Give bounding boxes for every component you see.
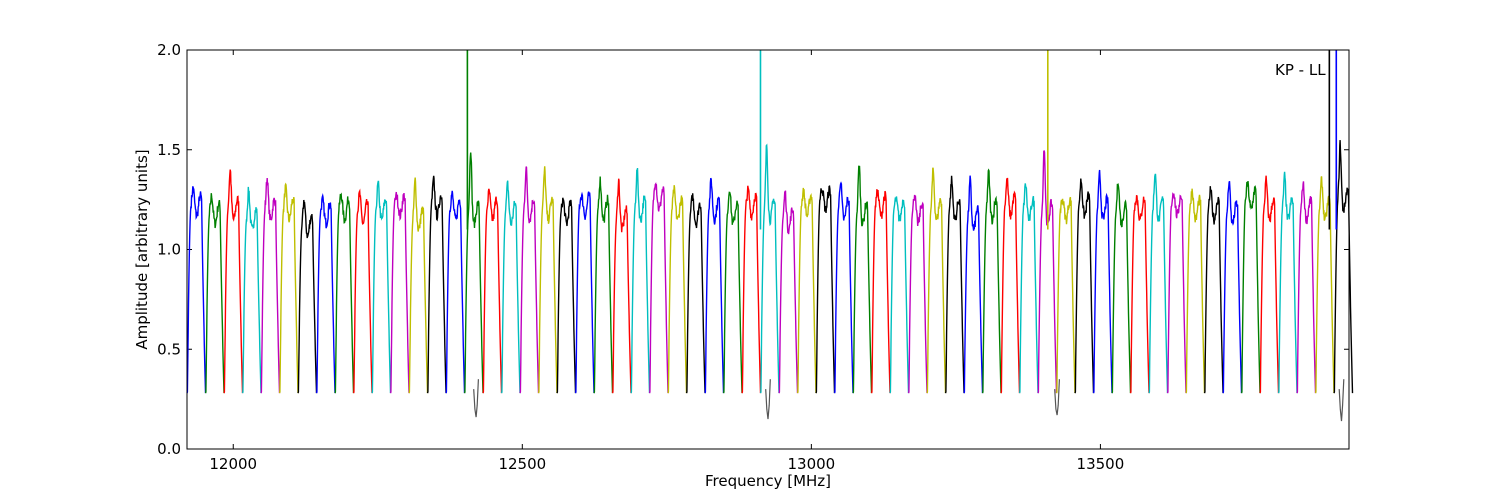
channel-50-line [1092,169,1113,394]
channel-55-line [1185,188,1206,394]
x-tick-label: 13500 [1077,455,1125,473]
channel-12-line [389,191,410,394]
channel-1-line [186,186,207,394]
series-group [186,50,1354,422]
channel-5-line [260,177,281,394]
channel-42-line [944,175,965,394]
channel-41-line [926,167,947,394]
channel-27-line [667,185,688,394]
x-axis-label: Frequency [MHz] [705,472,831,490]
channel-24-line [611,178,632,394]
channel-10-line [352,188,373,394]
x-ticks: 12000 12500 13000 13500 [209,50,1124,473]
channel-8-line [315,193,336,394]
channel-33-line [778,190,799,394]
channel-34-line [796,187,817,394]
channel-61-line [1296,181,1317,394]
channel-6-line [278,182,299,394]
channel-26-line [648,182,669,394]
dip-point [1338,379,1345,422]
channel-59-line [1259,175,1280,394]
channel-40-line [907,194,928,394]
channel-38-line [870,189,891,394]
dip-point [473,379,479,418]
channel-18-line [500,180,521,394]
channel-62-line [1314,176,1335,394]
channel-45-line [1000,177,1021,394]
channel-21-line [556,197,577,394]
channel-51-line [1111,182,1132,394]
channel-54-line [1166,192,1187,394]
channel-15-line [445,190,466,394]
channel-4-line [241,186,262,394]
dip-point [1054,379,1060,416]
channel-56-line [1203,186,1224,394]
channel-31-line [741,185,762,394]
channel-32-line [759,143,780,394]
channel-35-line [815,185,836,394]
channel-23-line [593,176,614,394]
y-tick-label: 1.5 [157,141,181,159]
channel-11-line [371,180,392,394]
channel-9-line [334,192,355,394]
y-tick-label: 2.0 [157,41,181,59]
channel-13-line [408,177,429,394]
x-tick-label: 13000 [787,455,835,473]
channel-44-line [981,168,1002,394]
channel-30-line [722,191,743,394]
channel-48-line [1055,196,1076,394]
channel-2-line [204,193,225,394]
channel-7-line [297,199,318,394]
x-tick-label: 12000 [209,455,257,473]
channel-29-line [704,177,725,394]
annotation-label: KP - LL [1275,61,1326,79]
channel-36-line [833,181,854,394]
channel-19-line [519,166,540,394]
x-tick-label: 12500 [498,455,546,473]
dip-point [765,379,771,420]
channel-25-line [630,167,651,394]
y-tick-label: 1.0 [157,241,181,259]
plot-frame [186,49,1350,450]
channel-14-line [426,175,447,394]
channel-43-line [963,175,984,394]
y-tick-label: 0.5 [157,340,181,358]
channel-37-line [852,165,873,394]
channel-52-line [1129,194,1150,394]
y-tick-label: 0.0 [157,440,181,458]
channel-57-line [1222,181,1243,394]
channel-20-line [537,166,558,394]
channel-22-line [574,191,595,394]
channel-53-line [1148,173,1169,394]
channel-17-line [482,188,503,394]
channel-28-line [685,193,706,394]
channel-49-line [1074,178,1095,394]
y-axis-label: Amplitude [arbitrary units] [133,149,151,349]
channel-60-line [1277,171,1298,394]
channel-58-line [1240,181,1261,394]
channel-39-line [889,196,910,394]
channel-46-line [1018,183,1039,394]
channel-3-line [223,169,244,394]
